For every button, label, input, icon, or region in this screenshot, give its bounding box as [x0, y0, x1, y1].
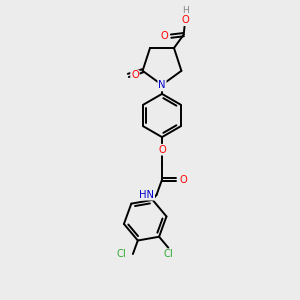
Text: Cl: Cl	[116, 249, 126, 259]
Text: Cl: Cl	[164, 249, 173, 260]
Text: O: O	[131, 70, 139, 80]
Text: O: O	[160, 31, 168, 41]
Text: O: O	[181, 15, 189, 25]
Text: H: H	[182, 6, 189, 15]
Text: O: O	[179, 175, 187, 185]
Text: O: O	[158, 145, 166, 155]
Text: N: N	[158, 80, 166, 91]
Text: HN: HN	[139, 190, 154, 200]
